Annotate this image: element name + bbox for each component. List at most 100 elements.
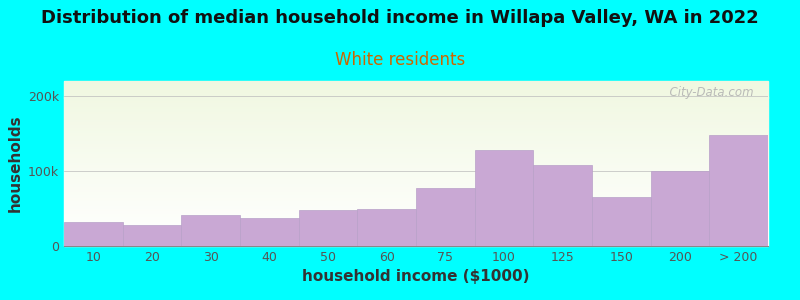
Y-axis label: households: households xyxy=(7,115,22,212)
Bar xyxy=(64,109,768,110)
Bar xyxy=(64,204,768,205)
Bar xyxy=(64,143,768,144)
Bar xyxy=(64,200,768,201)
Bar xyxy=(64,85,768,86)
Bar xyxy=(64,191,768,192)
Bar xyxy=(64,212,768,213)
Bar xyxy=(64,236,768,237)
Bar xyxy=(64,135,768,136)
Bar xyxy=(64,114,768,115)
Bar xyxy=(64,93,768,94)
Bar xyxy=(64,237,768,238)
Bar xyxy=(64,86,768,87)
Bar xyxy=(64,228,768,229)
Bar xyxy=(64,170,768,171)
Bar xyxy=(64,144,768,145)
Bar xyxy=(240,218,298,246)
Bar xyxy=(64,159,768,160)
Bar xyxy=(64,161,768,162)
Bar xyxy=(64,211,768,212)
Bar xyxy=(64,163,768,164)
Bar xyxy=(64,107,768,108)
Bar xyxy=(64,165,768,166)
Bar xyxy=(64,210,768,211)
Bar xyxy=(64,120,768,121)
Bar xyxy=(64,117,768,118)
Bar xyxy=(64,226,768,227)
Bar xyxy=(64,91,768,92)
Bar xyxy=(64,238,768,239)
Bar xyxy=(64,125,768,126)
Bar xyxy=(64,229,768,230)
Bar xyxy=(64,193,768,194)
Bar xyxy=(64,219,768,220)
Bar xyxy=(358,208,416,246)
Bar xyxy=(64,113,768,114)
Bar xyxy=(64,171,768,172)
Bar xyxy=(64,221,768,222)
Bar xyxy=(64,207,768,208)
Bar xyxy=(64,189,768,190)
Bar xyxy=(64,172,768,173)
Bar xyxy=(64,129,768,130)
Bar xyxy=(64,244,768,245)
Bar xyxy=(64,196,768,197)
Bar xyxy=(64,81,768,82)
Bar xyxy=(64,139,768,140)
Bar xyxy=(64,124,768,125)
Bar xyxy=(64,215,768,216)
Bar xyxy=(64,232,768,233)
Bar xyxy=(64,205,768,206)
Text: White residents: White residents xyxy=(335,51,465,69)
Bar xyxy=(64,136,768,137)
Bar xyxy=(64,224,768,225)
Bar xyxy=(64,216,768,217)
Bar xyxy=(416,188,474,246)
Bar xyxy=(64,122,768,123)
Bar xyxy=(592,197,650,246)
Bar xyxy=(64,181,768,182)
Bar xyxy=(64,235,768,236)
Bar xyxy=(64,147,768,148)
Bar xyxy=(64,188,768,189)
Bar xyxy=(64,179,768,180)
Bar xyxy=(64,131,768,132)
Bar xyxy=(64,183,768,184)
Bar xyxy=(64,230,768,231)
Bar xyxy=(64,101,768,102)
Bar xyxy=(64,185,768,186)
Bar xyxy=(64,198,768,199)
Bar xyxy=(64,142,768,143)
Bar xyxy=(64,234,768,235)
Bar xyxy=(64,103,768,104)
Bar xyxy=(64,162,768,163)
Bar xyxy=(64,178,768,179)
Bar xyxy=(64,88,768,89)
Bar xyxy=(64,99,768,100)
Bar xyxy=(64,106,768,107)
Bar xyxy=(64,175,768,176)
Bar xyxy=(64,121,768,122)
Bar xyxy=(64,217,768,218)
Bar xyxy=(64,242,768,243)
Bar xyxy=(64,227,768,228)
Bar xyxy=(64,164,768,165)
Bar xyxy=(64,105,768,106)
Bar xyxy=(64,145,768,146)
Bar xyxy=(64,167,768,168)
Bar xyxy=(64,206,768,207)
Bar xyxy=(64,135,768,136)
Bar xyxy=(64,184,768,185)
Bar xyxy=(64,123,768,124)
Bar xyxy=(64,243,768,244)
Bar xyxy=(64,192,768,193)
Bar xyxy=(64,241,768,242)
Bar xyxy=(64,218,768,219)
Bar xyxy=(64,222,122,246)
Bar xyxy=(64,116,768,117)
Bar xyxy=(64,97,768,98)
Bar xyxy=(64,118,768,119)
Bar xyxy=(64,110,768,111)
Bar xyxy=(64,220,768,221)
Bar xyxy=(64,92,768,93)
